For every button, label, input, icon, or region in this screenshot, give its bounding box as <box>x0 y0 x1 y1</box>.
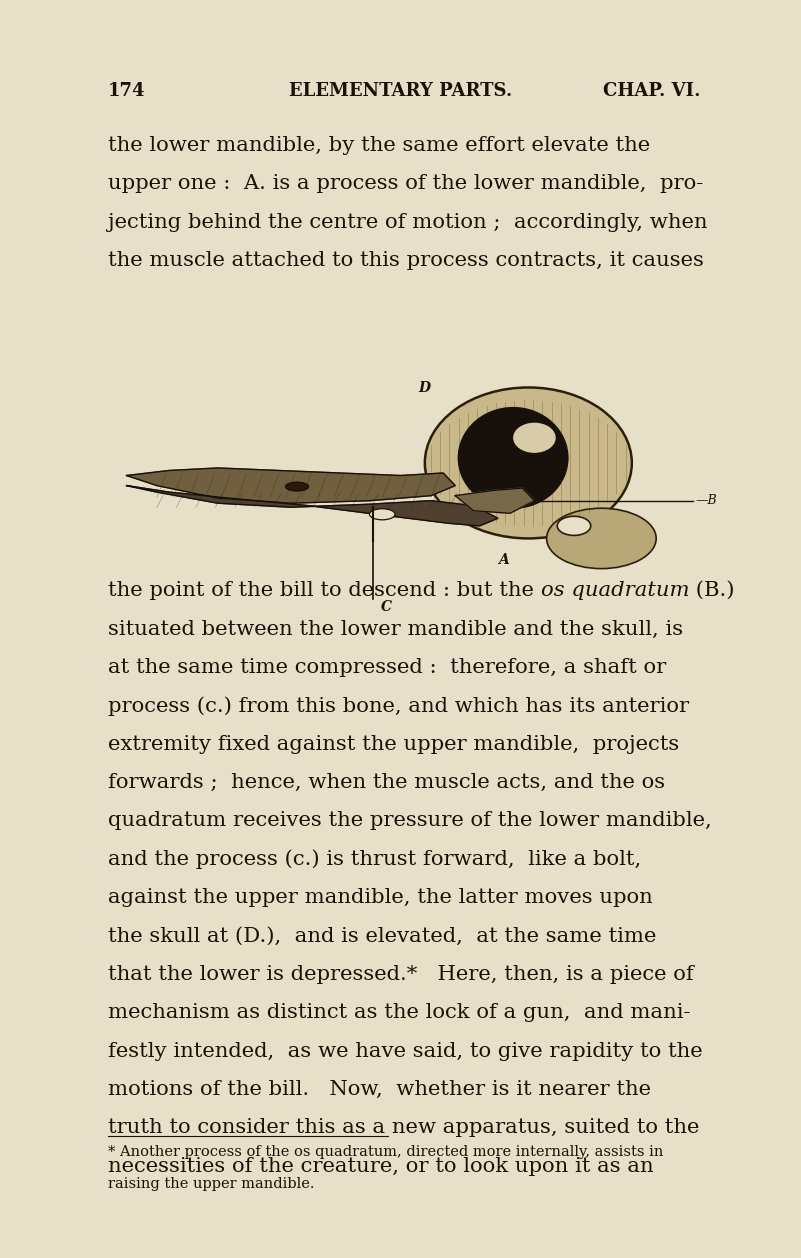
Text: process (c.) from this bone, and which has its anterior: process (c.) from this bone, and which h… <box>108 696 689 716</box>
Text: that the lower is depressed.*   Here, then, is a piece of: that the lower is depressed.* Here, then… <box>108 965 694 984</box>
Polygon shape <box>127 468 455 503</box>
Text: D: D <box>419 381 431 395</box>
Text: forwards ;  hence, when the muscle acts, and the os: forwards ; hence, when the muscle acts, … <box>108 772 666 793</box>
Text: (B.): (B.) <box>689 581 735 600</box>
Ellipse shape <box>557 516 590 536</box>
Text: raising the upper mandible.: raising the upper mandible. <box>108 1177 315 1191</box>
Text: quadratum receives the pressure of the lower mandible,: quadratum receives the pressure of the l… <box>108 811 712 830</box>
Ellipse shape <box>546 508 656 569</box>
Text: jecting behind the centre of motion ;  accordingly, when: jecting behind the centre of motion ; ac… <box>108 213 707 231</box>
Ellipse shape <box>513 423 556 453</box>
Text: necessities of the creature, or to look upon it as an: necessities of the creature, or to look … <box>108 1156 654 1176</box>
Text: * Another process of the os quadratum, directed more internally, assists in: * Another process of the os quadratum, d… <box>108 1145 663 1159</box>
Ellipse shape <box>458 408 568 508</box>
Text: —B: —B <box>696 494 718 507</box>
Ellipse shape <box>285 482 308 491</box>
Text: os quadratum: os quadratum <box>541 581 689 600</box>
Text: against the upper mandible, the latter moves upon: against the upper mandible, the latter m… <box>108 888 653 907</box>
Text: upper one :  A. is a process of the lower mandible,  pro-: upper one : A. is a process of the lower… <box>108 174 703 194</box>
Text: the muscle attached to this process contracts, it causes: the muscle attached to this process cont… <box>108 250 704 270</box>
Polygon shape <box>455 488 534 513</box>
Text: the point of the bill to descend : but the: the point of the bill to descend : but t… <box>108 581 541 600</box>
Text: situated between the lower mandible and the skull, is: situated between the lower mandible and … <box>108 619 683 639</box>
Text: C: C <box>380 600 392 614</box>
Text: the lower mandible, by the same effort elevate the: the lower mandible, by the same effort e… <box>108 136 650 155</box>
Polygon shape <box>127 486 498 526</box>
Text: extremity fixed against the upper mandible,  projects: extremity fixed against the upper mandib… <box>108 735 679 754</box>
Text: the skull at (D.),  and is elevated,  at the same time: the skull at (D.), and is elevated, at t… <box>108 926 657 946</box>
Text: and the process (c.) is thrust forward,  like a bolt,: and the process (c.) is thrust forward, … <box>108 849 642 869</box>
Text: A: A <box>498 552 509 566</box>
Text: ELEMENTARY PARTS.: ELEMENTARY PARTS. <box>289 82 512 99</box>
Text: truth to consider this as a new apparatus, suited to the: truth to consider this as a new apparatu… <box>108 1118 699 1137</box>
Text: CHAP. VI.: CHAP. VI. <box>603 82 701 99</box>
Text: festly intended,  as we have said, to give rapidity to the: festly intended, as we have said, to giv… <box>108 1042 702 1060</box>
Text: mechanism as distinct as the lock of a gun,  and mani-: mechanism as distinct as the lock of a g… <box>108 1003 690 1023</box>
Text: motions of the bill.   Now,  whether is it nearer the: motions of the bill. Now, whether is it … <box>108 1079 651 1099</box>
Text: 174: 174 <box>108 82 146 99</box>
Text: at the same time compressed :  therefore, a shaft or: at the same time compressed : therefore,… <box>108 658 666 677</box>
Ellipse shape <box>369 508 395 520</box>
Ellipse shape <box>425 387 632 538</box>
